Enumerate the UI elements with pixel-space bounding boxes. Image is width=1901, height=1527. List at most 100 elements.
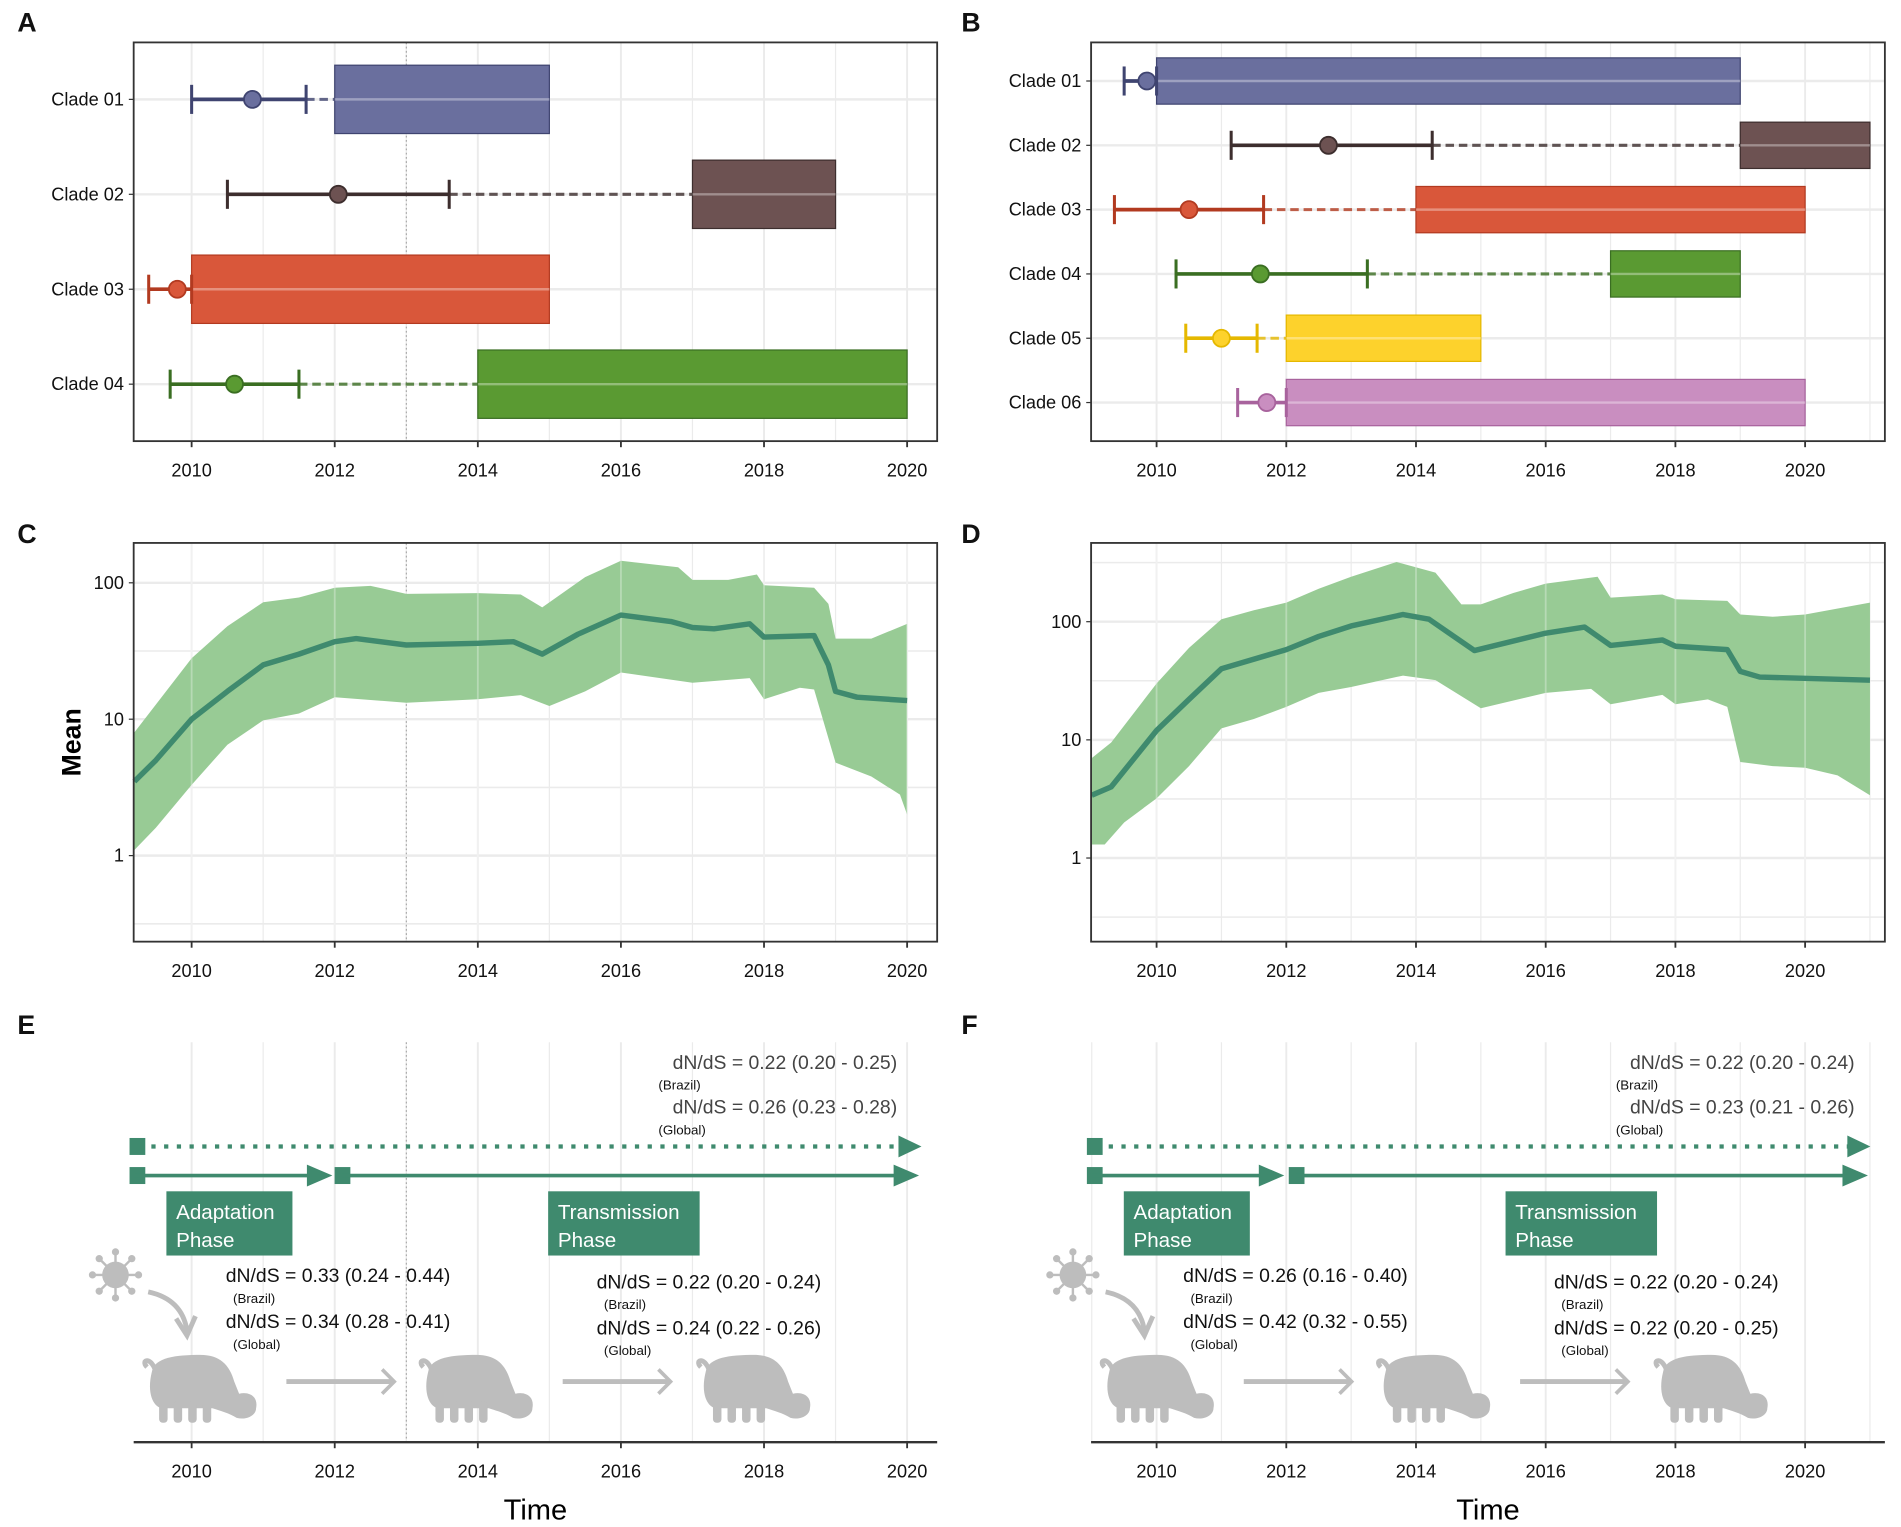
start-marker [129, 1137, 146, 1155]
virus-spike-tip [1085, 1287, 1093, 1295]
adaptation-dnds-brazil: dN/dS = 0.26 (0.16 - 0.40) [1183, 1265, 1408, 1287]
x-tick-label: 2012 [315, 961, 355, 981]
overall-dnds-global: dN/dS = 0.23 (0.21 - 0.26) [1630, 1097, 1855, 1119]
adaptation-dnds-global: dN/dS = 0.42 (0.32 - 0.55) [1183, 1311, 1408, 1333]
pig-leg [449, 1400, 459, 1423]
arrow-head [306, 1164, 333, 1187]
tmrca-point [328, 184, 348, 204]
clade-row: Clade 06 [1009, 378, 1885, 427]
x-tick-label: 2012 [1266, 460, 1306, 480]
tmrca-point [1179, 200, 1199, 220]
transmission-global-sub: (Global) [604, 1343, 651, 1358]
virus-icon [1046, 1248, 1100, 1302]
clade-row: Clade 02 [51, 159, 938, 230]
panel-letter: B [961, 8, 980, 38]
pig-leg [188, 1400, 197, 1423]
x-tick-label: 2014 [1396, 460, 1436, 480]
plot-border [1090, 542, 1886, 943]
gray-arrow-head [1614, 1368, 1631, 1395]
x-tick-label: 2020 [1785, 460, 1825, 480]
plot-border [1090, 41, 1886, 443]
circulation-bar [477, 349, 908, 419]
pig-leg [1407, 1400, 1416, 1423]
plot-border [132, 41, 939, 443]
transmission-phase-title: Transmission [1515, 1201, 1637, 1224]
virus-spike-tip [95, 1255, 103, 1263]
virus-spike-tip [88, 1271, 97, 1279]
tmrca-point [1212, 328, 1231, 348]
pig-leg [1145, 1400, 1155, 1423]
gray-arrow-head [657, 1368, 674, 1395]
overall-brazil-sub: (Brazil) [658, 1078, 700, 1093]
y-tick-label: 100 [94, 573, 124, 593]
arrow-head [1842, 1164, 1868, 1187]
clade-row: Clade 04 [1009, 250, 1885, 298]
transmission-phase-title: Transmission [558, 1201, 680, 1224]
y-tick-label: 10 [104, 709, 124, 729]
panel-d: D 2010 2012 2014 2016 2018 2020 1 10 100 [961, 519, 1886, 981]
y-tick-label: 1 [1071, 848, 1081, 868]
adaptation-brazil-sub: (Brazil) [233, 1291, 275, 1306]
overall-dnds-global: dN/dS = 0.26 (0.23 - 0.28) [673, 1097, 898, 1119]
x-tick-label: 2010 [1136, 1461, 1176, 1481]
tmrca-point [243, 89, 262, 109]
x-tick-label: 2010 [171, 961, 211, 981]
adaptation-global-sub: (Global) [233, 1337, 280, 1352]
overall-brazil-sub: (Brazil) [1616, 1078, 1658, 1093]
arrow-head [1258, 1164, 1285, 1187]
virus-spike-tip [1085, 1255, 1093, 1263]
clade-label: Clade 05 [1009, 328, 1082, 348]
x-tick-label: 2012 [315, 1461, 355, 1481]
circulation-bar [1285, 314, 1482, 362]
x-tick-label: 2014 [458, 460, 498, 480]
y-tick-label: 10 [1061, 730, 1081, 750]
pig-leg [1421, 1400, 1431, 1423]
x-tick-label: 2018 [744, 460, 784, 480]
infection-arrow [1105, 1289, 1147, 1332]
pig-leg [1392, 1400, 1402, 1423]
confidence-band [1091, 562, 1870, 845]
clade-label: Clade 04 [51, 374, 124, 394]
virus-spike-tip [1092, 1271, 1100, 1279]
x-tick-label: 2018 [1655, 961, 1695, 981]
y-axis-label: Mean [56, 708, 86, 776]
x-tick-label: 2012 [1266, 961, 1306, 981]
x-tick-label: 2010 [171, 1461, 211, 1481]
panel-letter: C [17, 519, 36, 549]
infection-arrow [147, 1289, 190, 1332]
panel-e: E 2010 2012 2014 2016 2018 2020 Time dN/dS = 0.2… [17, 1010, 938, 1527]
virus-spike-tip [111, 1248, 120, 1256]
transmission-brazil-sub: (Brazil) [1561, 1297, 1603, 1312]
x-axis-label: Time [1456, 1495, 1520, 1527]
gray-arrow-head [1338, 1368, 1355, 1395]
virus-spike-tip [1052, 1255, 1061, 1263]
confidence-band [134, 560, 908, 850]
clade-label: Clade 01 [1009, 71, 1082, 91]
tmrca-point [1319, 135, 1338, 155]
tmrca-point [1250, 264, 1270, 284]
virus-icon [88, 1248, 143, 1302]
adaptation-brazil-sub: (Brazil) [1190, 1291, 1232, 1306]
pig-leg [173, 1400, 183, 1423]
pig-leg [1436, 1400, 1445, 1423]
pig-icon [1376, 1354, 1491, 1423]
arrow-head [893, 1164, 920, 1187]
virus-spike-tip [111, 1294, 120, 1302]
infection-arrow-head [174, 1315, 198, 1341]
pig-leg [1670, 1400, 1679, 1423]
circulation-bar [334, 64, 550, 135]
tmrca-point [1137, 71, 1157, 91]
x-tick-label: 2014 [458, 1461, 498, 1481]
panel-letter: D [961, 519, 980, 549]
clade-row: Clade 05 [1009, 314, 1885, 362]
x-axis-label: Time [504, 1495, 568, 1527]
overall-dnds-brazil: dN/dS = 0.22 (0.20 - 0.25) [673, 1052, 898, 1074]
clade-row: Clade 03 [1009, 185, 1885, 234]
x-tick-label: 2014 [1396, 961, 1436, 981]
x-tick-label: 2020 [887, 1461, 927, 1481]
overall-dnds-brazil: dN/dS = 0.22 (0.20 - 0.24) [1630, 1052, 1855, 1074]
start-marker [1086, 1137, 1103, 1155]
pig-leg [479, 1400, 488, 1423]
pig-leg [742, 1400, 751, 1423]
tmrca-point [167, 279, 187, 299]
